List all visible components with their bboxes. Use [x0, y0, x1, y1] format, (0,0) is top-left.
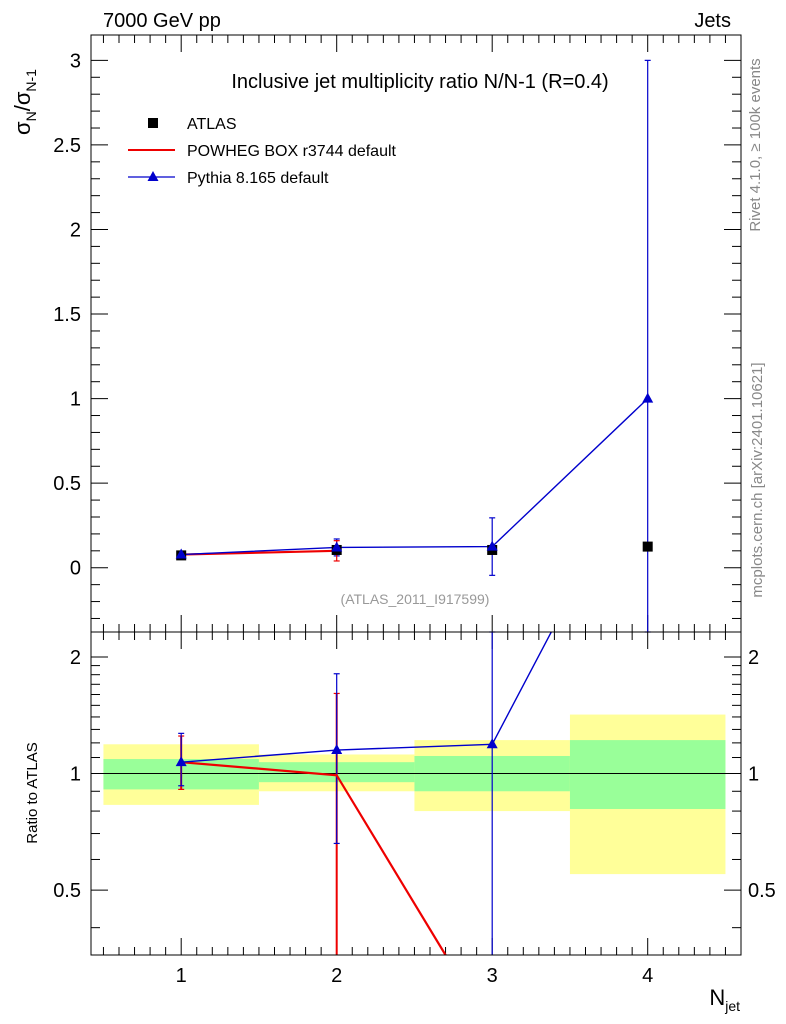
legend-entry-powheg: POWHEG BOX r3744 default [128, 143, 397, 160]
ratio-ylabel: Ratio to ATLAS [24, 742, 41, 843]
main-axis-ticks: 0 0.5 1 1.5 2 2.5 3 [53, 35, 741, 632]
atlas-main-point [642, 541, 653, 552]
main-series-lines [181, 398, 649, 556]
ratio-panel-frame [90, 631, 742, 956]
legend: ATLAS POWHEG BOX r3744 default Pythia 8.… [128, 116, 397, 187]
main-markers [175, 392, 654, 561]
main-ytick-label: 1 [70, 389, 81, 411]
ratio-ytick-label: 0.5 [53, 880, 81, 902]
ratio-ytick-label: 1 [70, 764, 81, 786]
analysis-tag: (ATLAS_2011_I917599) [341, 591, 490, 607]
main-panel: 0 0.5 1 1.5 2 2.5 3 Inclusive jet multiplicity… [10, 34, 742, 633]
ratio-xlabel: Njet [709, 985, 740, 1014]
legend-pythia-marker [147, 171, 159, 181]
ratio-ytick-label-right: 1 [748, 764, 759, 786]
powheg-ratio-line [181, 761, 447, 956]
ratio-axis-ticks: 0.5 0.5 1 1 2 2 1 2 3 4 [53, 632, 776, 987]
ratio-ytick-label-right: 0.5 [748, 880, 776, 902]
pythia-ratio-point [331, 744, 343, 755]
main-ytick-label: 0 [70, 558, 81, 580]
legend-atlas-marker [148, 118, 158, 128]
legend-entry-atlas: ATLAS [148, 116, 237, 133]
ratio-xtick-label: 1 [176, 965, 187, 987]
side-label-top: Rivet 4.1.0, ≥ 100k events [747, 58, 764, 231]
main-ytick-label: 1.5 [53, 304, 81, 326]
ratio-ytick-label: 2 [70, 647, 81, 669]
ratio-markers [175, 738, 498, 767]
pythia-main-point [331, 541, 343, 552]
pythia-main-point [642, 392, 654, 403]
main-title: Inclusive jet multiplicity ratio N/N-1 (… [231, 71, 608, 93]
ratio-inner-band [569, 740, 726, 809]
ratio-panel: 0.5 0.5 1 1 2 2 1 2 3 4 Ratio to ATLAS Njet [24, 631, 776, 1014]
ratio-uncertainty-bands [103, 714, 726, 875]
ratio-ytick-label-right: 2 [748, 647, 759, 669]
main-ytick-label: 3 [70, 50, 81, 72]
pythia-ratio-line [181, 631, 552, 763]
ratio-xtick-label: 3 [487, 965, 498, 987]
ratio-xtick-label: 2 [331, 965, 342, 987]
legend-pythia-label: Pythia 8.165 default [187, 170, 329, 187]
main-ytick-label: 0.5 [53, 473, 81, 495]
pythia-ratio-point [175, 756, 187, 767]
pythia-ratio-point [486, 738, 498, 749]
legend-entry-pythia: Pythia 8.165 default [128, 170, 329, 187]
side-label-bottom: mcplots.cern.ch [arXiv:2401.10621] [749, 362, 766, 597]
main-ylabel: σN/σN-1 [10, 69, 39, 135]
ratio-xtick-label: 4 [642, 965, 653, 987]
legend-powheg-label: POWHEG BOX r3744 default [187, 143, 397, 160]
energy-label: 7000 GeV pp [103, 10, 221, 32]
pythia-main-line [181, 398, 649, 556]
legend-atlas-label: ATLAS [187, 116, 237, 133]
main-ytick-label: 2.5 [53, 135, 81, 157]
main-ytick-label: 2 [70, 219, 81, 241]
process-label: Jets [694, 10, 731, 32]
ratio-series-lines [181, 631, 552, 956]
svg-text:σN/σN-1: σN/σN-1 [10, 69, 39, 135]
pythia-main-point [486, 540, 498, 551]
pythia-main-point [175, 548, 187, 559]
